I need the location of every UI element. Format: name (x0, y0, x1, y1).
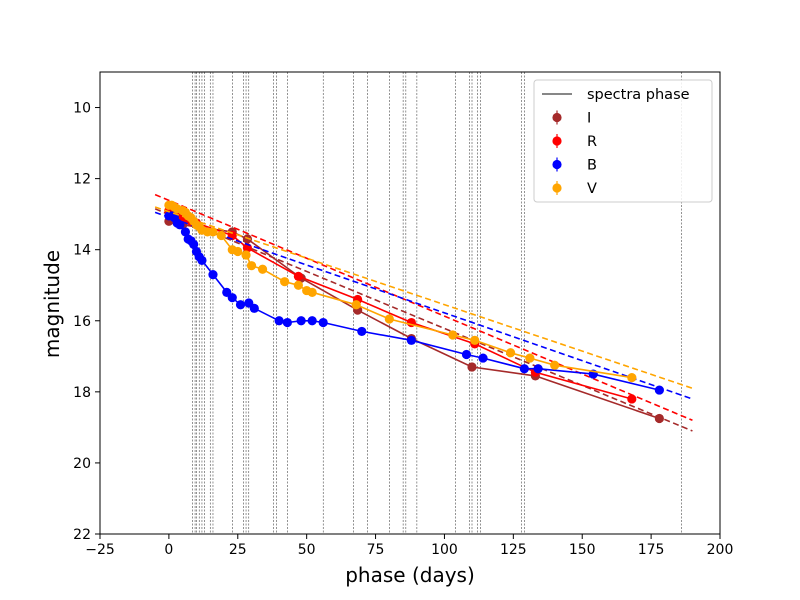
y-tick-label: 22 (73, 527, 91, 543)
data-point-R (627, 394, 637, 404)
y-tick-label: 12 (73, 172, 91, 188)
data-point-B (249, 303, 259, 313)
data-point-V (505, 348, 516, 358)
data-point-V (257, 264, 268, 274)
legend-marker-R (552, 136, 562, 146)
data-point-V (233, 246, 243, 257)
x-tick-label: 175 (638, 542, 665, 558)
y-axis: 10 12 14 16 18 20 22 (73, 101, 100, 543)
data-point-B (296, 316, 306, 326)
data-point-B (406, 335, 416, 345)
legend-box (533, 79, 713, 203)
data-point-B (533, 364, 543, 374)
y-tick-label: 20 (73, 456, 91, 472)
data-point-B (461, 349, 472, 360)
y-tick-label: 16 (73, 314, 91, 330)
plot-data (154, 72, 693, 534)
y-tick-label: 10 (73, 101, 91, 117)
y-tick-label: 18 (73, 385, 91, 401)
data-point-V (470, 335, 480, 345)
data-point-B (357, 326, 367, 337)
x-tick-label: 150 (569, 542, 596, 558)
data-point-I (654, 413, 664, 424)
data-point-V (246, 261, 257, 271)
data-point-V (448, 330, 458, 340)
legend-marker-I (552, 112, 562, 123)
plot-area (99, 71, 721, 535)
data-point-V (550, 360, 560, 370)
data-point-B (654, 385, 664, 395)
data-point-B (307, 316, 317, 326)
x-axis: −25 0 25 50 75 100 125 150 175 200 (85, 534, 733, 558)
x-tick-label: 100 (431, 542, 458, 558)
y-axis-label: magnitude (40, 250, 64, 358)
data-point-V (525, 353, 535, 363)
legend-label-spectra-phase: spectra phase (587, 87, 690, 103)
data-point-B (318, 317, 328, 328)
data-point-B (282, 317, 292, 328)
x-tick-label: −25 (85, 542, 115, 558)
data-point-B (180, 227, 191, 237)
x-axis-label: phase (days) (345, 563, 475, 587)
series-V (154, 200, 693, 390)
data-point-R (293, 271, 303, 281)
legend-label-B: B (587, 158, 597, 174)
legend-label-I: I (587, 111, 591, 127)
y-tick-label: 14 (73, 243, 91, 259)
data-point-V (351, 300, 361, 310)
data-point-V (216, 230, 226, 241)
legend-label-V: V (587, 181, 597, 197)
data-point-I (467, 362, 477, 372)
data-point-V (307, 287, 317, 297)
data-point-V (208, 227, 218, 237)
data-point-B (519, 364, 529, 374)
data-point-B (175, 220, 185, 230)
series-B (154, 211, 693, 400)
legend-label-R: R (587, 134, 597, 150)
x-tick-label: 50 (298, 542, 316, 558)
x-tick-label: 75 (367, 542, 385, 558)
data-point-V (280, 277, 290, 287)
legend-marker-V (552, 183, 562, 193)
data-point-B (227, 293, 237, 303)
x-tick-label: 0 (164, 542, 173, 558)
fit-line-R (154, 193, 693, 422)
x-tick-label: 25 (229, 542, 247, 558)
data-point-B (274, 316, 284, 326)
data-point-V (384, 314, 394, 324)
data-point-B (478, 353, 488, 363)
data-point-V (241, 250, 251, 260)
plot-frame (99, 71, 721, 535)
data-point-V (627, 373, 637, 383)
data-point-I (242, 234, 253, 244)
data-point-B (189, 239, 199, 249)
data-point-V (293, 280, 303, 290)
legend-marker-B (552, 159, 562, 170)
data-point-B (208, 269, 218, 280)
data-point-B (197, 255, 207, 265)
x-tick-label: 125 (500, 542, 527, 558)
data-point-B (235, 300, 246, 310)
x-tick-label: 200 (707, 542, 734, 558)
